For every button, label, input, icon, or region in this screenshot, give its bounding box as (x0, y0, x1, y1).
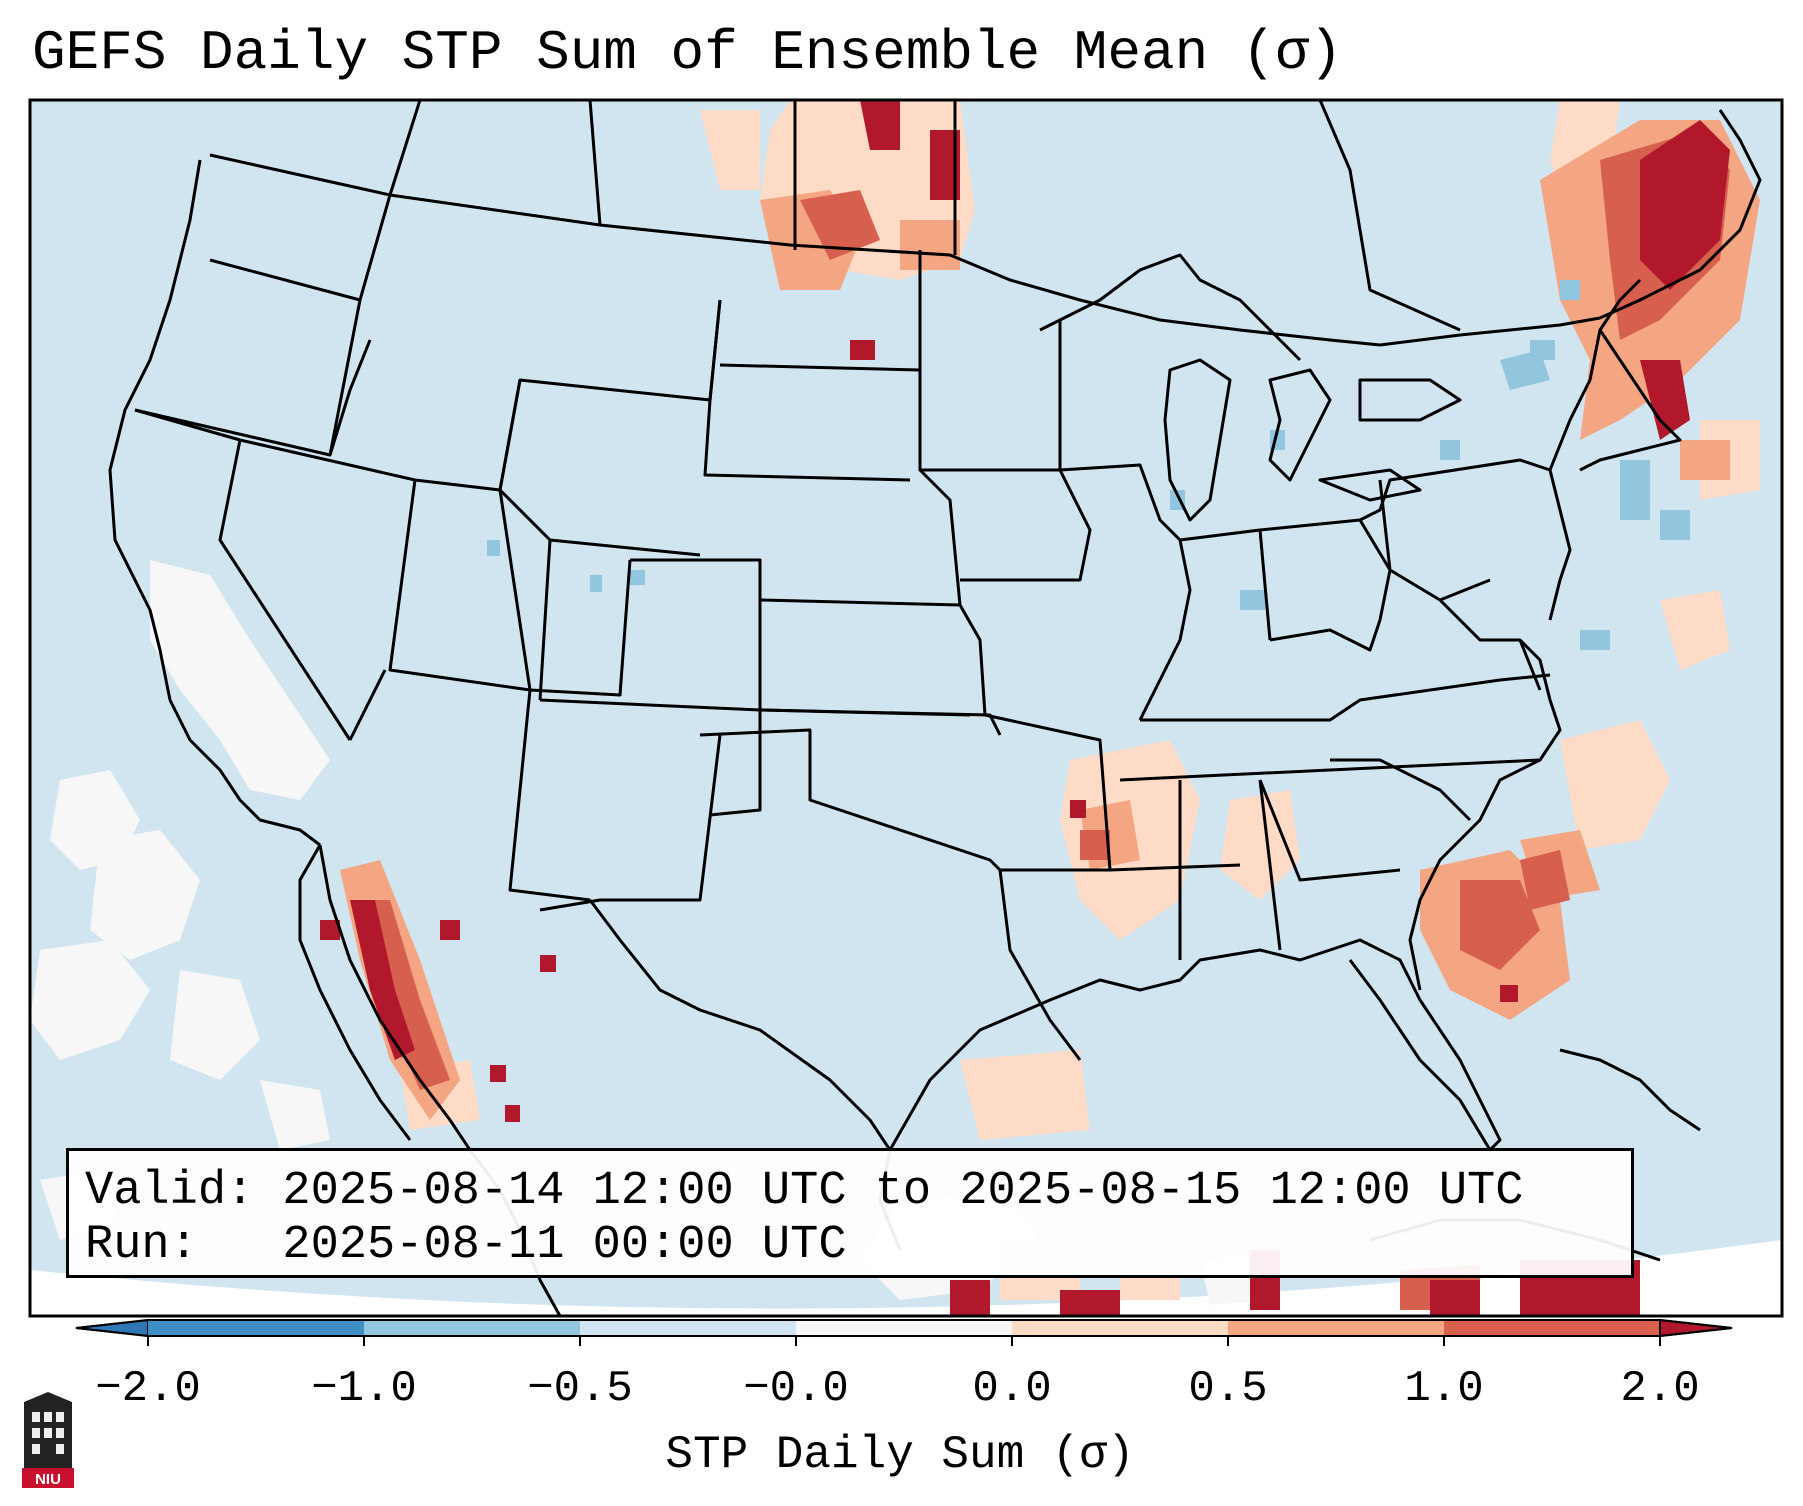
colorbar-bin (364, 1320, 580, 1336)
colorbar-tick-label: 2.0 (1620, 1364, 1700, 1414)
colorbar-tick-label: −2.0 (95, 1364, 201, 1414)
boundaries (108, 100, 1762, 1316)
colorbar-ticks (147, 1336, 1661, 1346)
colorbar (75, 1318, 1733, 1346)
colorbar-bin (1012, 1320, 1228, 1336)
colorbar-title: STP Daily Sum (σ) (665, 1429, 1135, 1481)
run-time-text: Run: 2025-08-11 00:00 UTC (85, 1219, 847, 1272)
colorbar-bin (580, 1320, 796, 1336)
niu-logo: NIU (22, 1392, 74, 1488)
colorbar-tick-label: −0.0 (743, 1364, 849, 1414)
negative-0.5-1.0 (487, 280, 1690, 650)
valid-run-infobox: Valid: 2025-08-14 12:00 UTC to 2025-08-1… (66, 1148, 1634, 1278)
colorbar-tick-label: −1.0 (311, 1364, 417, 1414)
colorbar-tick-label: 0.5 (1188, 1364, 1268, 1414)
projection-edge (30, 1240, 1782, 1316)
colorbar-tick-label: 0.0 (972, 1364, 1052, 1414)
colorbar-tick-label: 1.0 (1404, 1364, 1484, 1414)
colorbar-bin (1228, 1320, 1444, 1336)
chart-title: GEFS Daily STP Sum of Ensemble Mean (σ) (32, 21, 1343, 85)
valid-time-text: Valid: 2025-08-14 12:00 UTC to 2025-08-1… (85, 1165, 1524, 1218)
map-frame (28, 98, 1784, 1318)
colorbar-tick-label: −0.5 (527, 1364, 633, 1414)
colorbar-extend-low (75, 1318, 149, 1338)
colorbar-extend-high (1659, 1318, 1733, 1338)
colorbar-bin (1444, 1320, 1660, 1336)
colorbar-bin (796, 1320, 1012, 1336)
logo-text: NIU (35, 1471, 61, 1488)
colorbar-bin (148, 1320, 364, 1336)
